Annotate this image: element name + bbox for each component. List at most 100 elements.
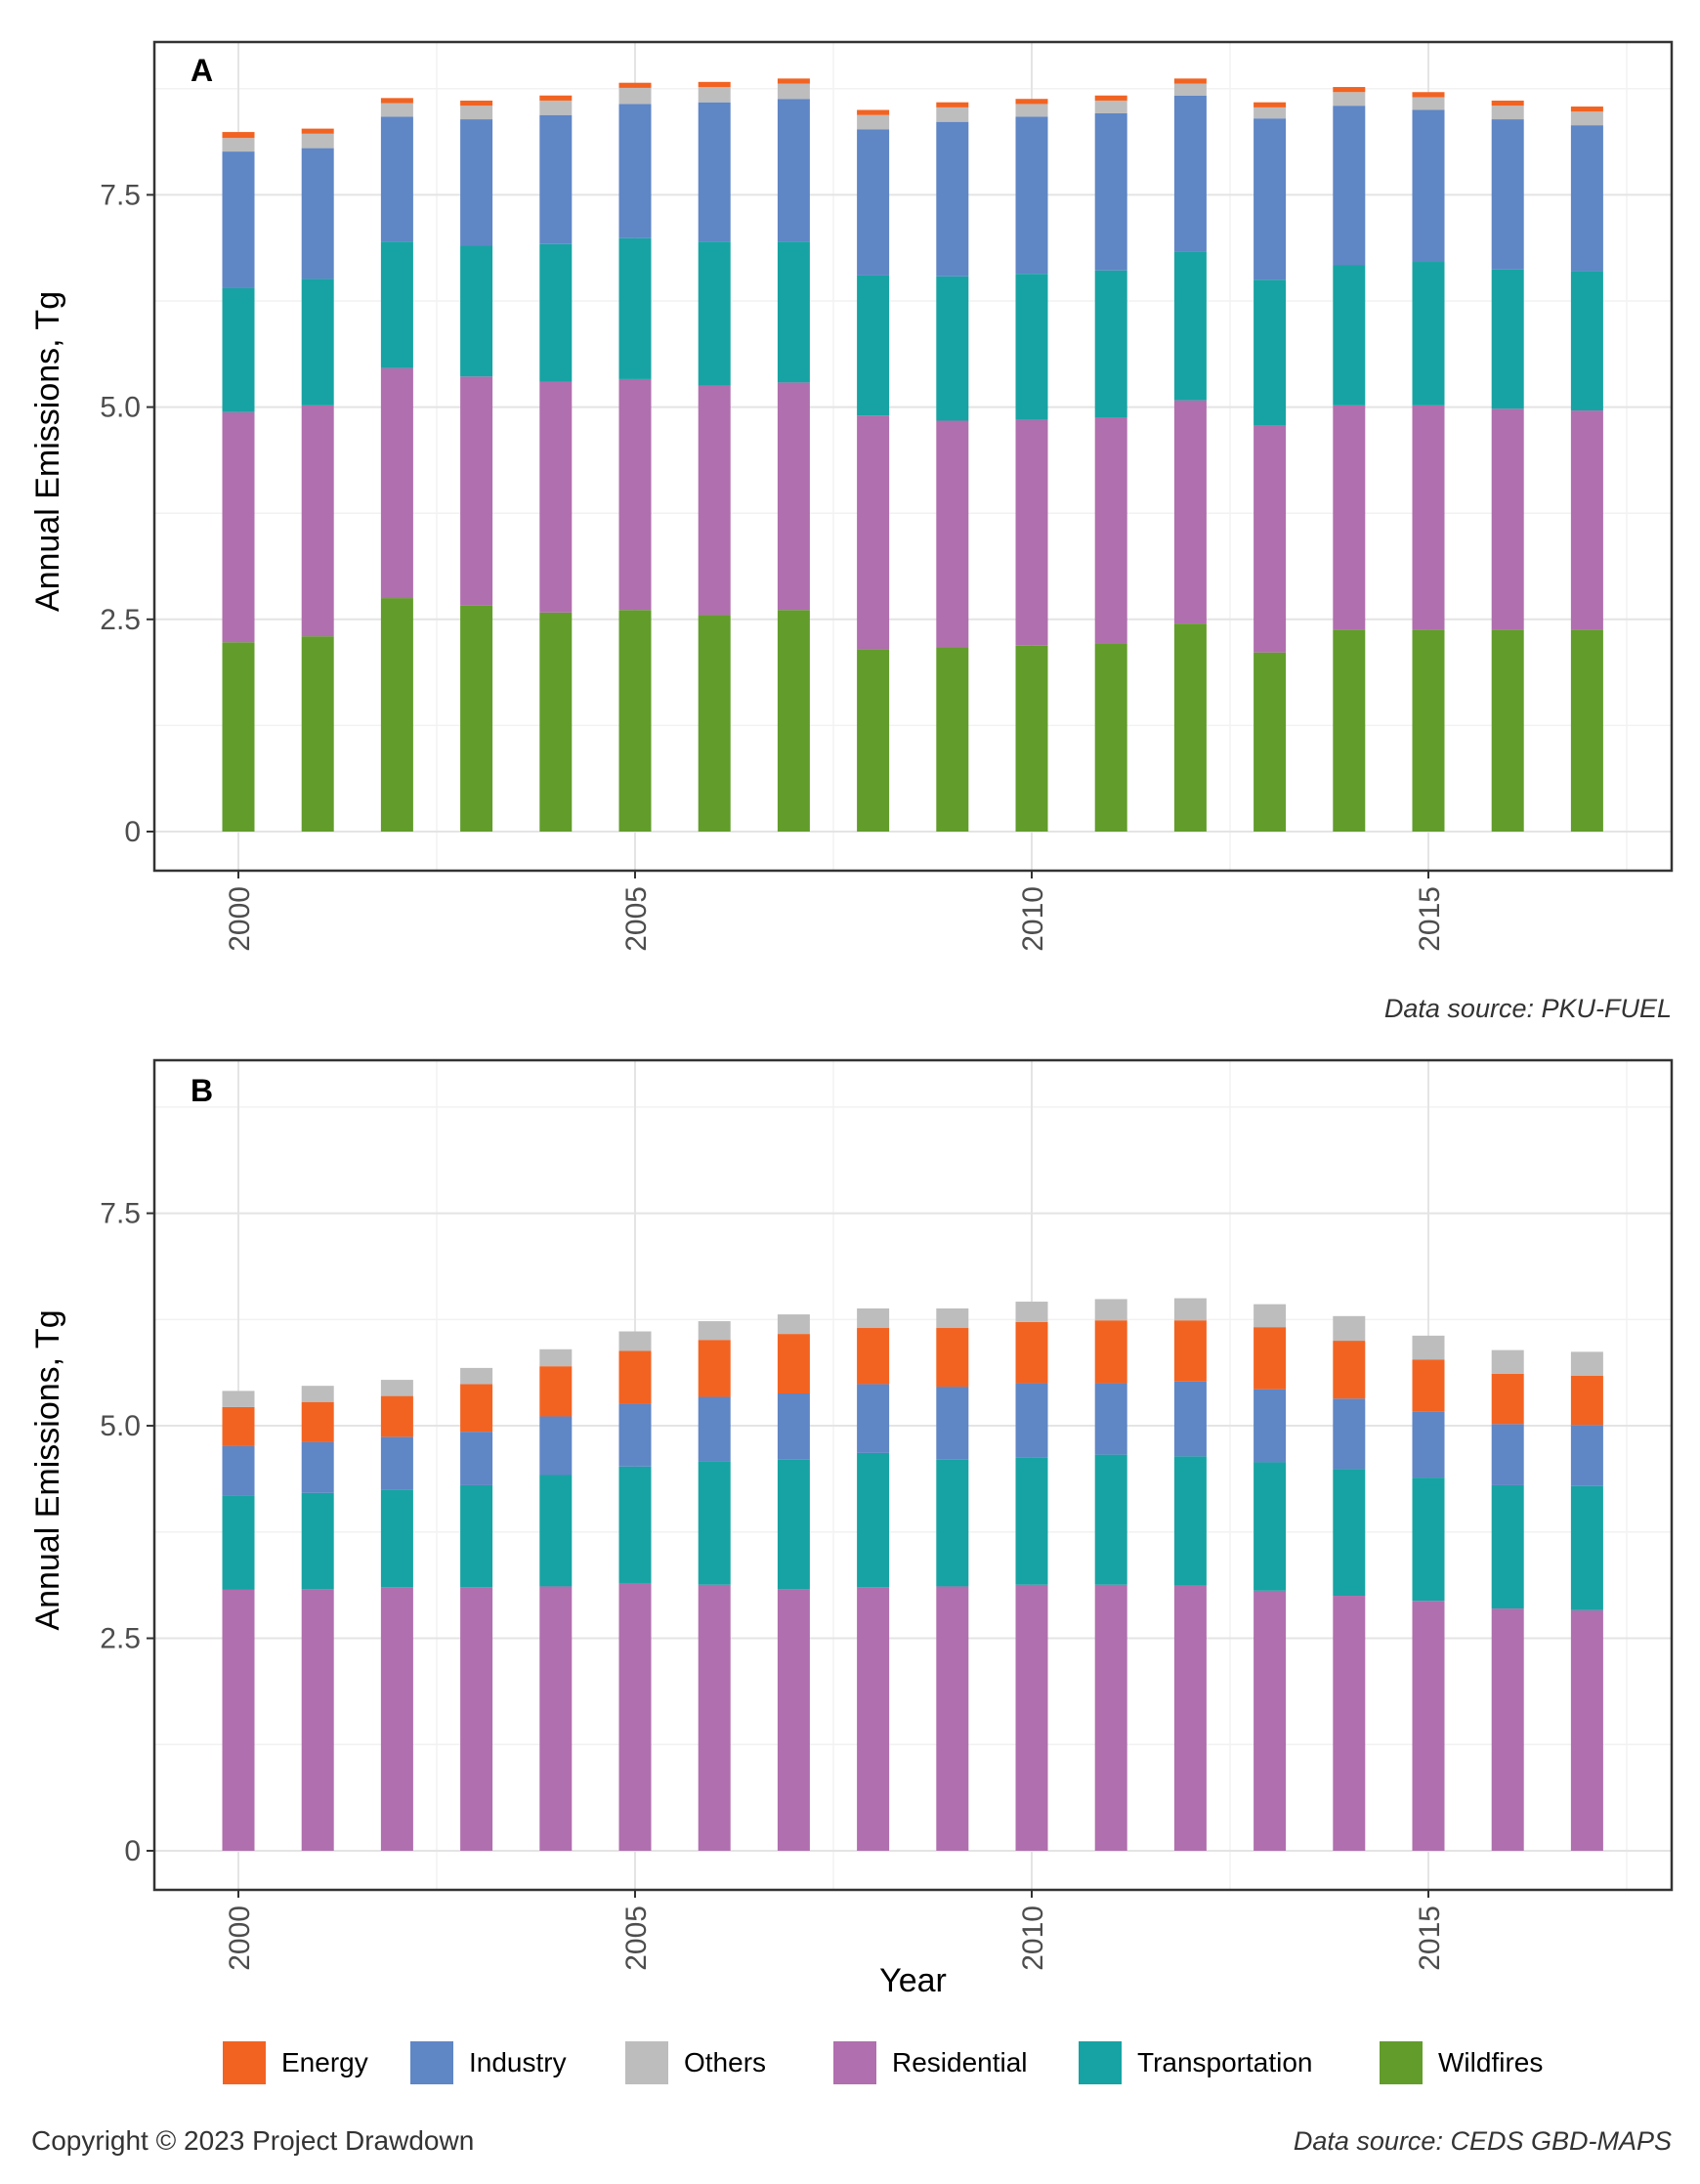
bar-segment-transportation-2007 bbox=[777, 241, 810, 383]
bar-segment-industry-2012 bbox=[1173, 1381, 1207, 1457]
bar-segment-energy-2006 bbox=[698, 81, 731, 88]
legend-label: Industry bbox=[469, 2047, 567, 2077]
bar-segment-others-2014 bbox=[1333, 1315, 1366, 1342]
bar-segment-residential-2012 bbox=[1173, 1585, 1207, 1851]
bar-segment-energy-2015 bbox=[1412, 92, 1445, 98]
bar-segment-energy-2017 bbox=[1570, 1375, 1603, 1426]
bar-segment-industry-2007 bbox=[777, 99, 810, 242]
bar-segment-others-2003 bbox=[460, 106, 493, 120]
bar-segment-residential-2012 bbox=[1173, 400, 1207, 624]
bar-segment-industry-2006 bbox=[698, 102, 731, 242]
y-tick-label: 7.5 bbox=[100, 1198, 141, 1230]
bar-segment-industry-2010 bbox=[1015, 116, 1048, 275]
bar-segment-transportation-2015 bbox=[1412, 1477, 1445, 1602]
legend-item-energy: Energy bbox=[223, 2041, 368, 2084]
bar-segment-residential-2011 bbox=[1094, 417, 1127, 644]
bar-segment-wildfires-2016 bbox=[1491, 629, 1524, 832]
x-tick-label: 2000 bbox=[224, 1906, 256, 1971]
bar-segment-residential-2008 bbox=[857, 1587, 890, 1851]
bar-segment-residential-2003 bbox=[460, 1587, 493, 1851]
bar-segment-industry-2016 bbox=[1491, 119, 1524, 270]
bars bbox=[222, 1298, 1603, 1851]
bar-segment-others-2001 bbox=[301, 1386, 334, 1402]
bar-segment-energy-2003 bbox=[460, 1384, 493, 1433]
y-tick-label: 0 bbox=[124, 1835, 141, 1867]
bar-segment-residential-2000 bbox=[222, 1589, 255, 1851]
bar-segment-residential-2009 bbox=[936, 420, 969, 648]
bar-segment-transportation-2017 bbox=[1570, 1485, 1603, 1610]
bar-segment-others-2008 bbox=[857, 114, 890, 130]
bar-segment-transportation-2012 bbox=[1173, 251, 1207, 401]
bar-segment-residential-2005 bbox=[618, 1582, 652, 1851]
bar-segment-energy-2000 bbox=[222, 132, 255, 139]
bar-segment-wildfires-2014 bbox=[1333, 629, 1366, 832]
bar-segment-transportation-2013 bbox=[1254, 1462, 1287, 1591]
bar-segment-others-2015 bbox=[1412, 1335, 1445, 1360]
bar-segment-transportation-2002 bbox=[380, 1489, 413, 1588]
bar-segment-transportation-2015 bbox=[1412, 262, 1445, 406]
bar-segment-wildfires-2002 bbox=[380, 598, 413, 832]
copyright: Copyright © 2023 Project Drawdown bbox=[31, 2125, 474, 2156]
bar-segment-residential-2007 bbox=[777, 382, 810, 611]
bar-segment-transportation-2000 bbox=[222, 1495, 255, 1590]
bar-segment-industry-2015 bbox=[1412, 1411, 1445, 1478]
bar-segment-industry-2008 bbox=[857, 129, 890, 276]
bar-segment-energy-2009 bbox=[936, 102, 969, 107]
bar-segment-energy-2009 bbox=[936, 1328, 969, 1388]
legend-label: Wildfires bbox=[1438, 2047, 1543, 2077]
bar-segment-residential-2010 bbox=[1015, 1584, 1048, 1851]
bar-segment-residential-2001 bbox=[301, 405, 334, 637]
bar-segment-industry-2017 bbox=[1570, 125, 1603, 272]
bar-segment-residential-2014 bbox=[1333, 1596, 1366, 1851]
bar-segment-others-2017 bbox=[1570, 111, 1603, 126]
bar-segment-residential-2000 bbox=[222, 411, 255, 643]
legend-label: Residential bbox=[892, 2047, 1028, 2077]
bar-segment-wildfires-2013 bbox=[1254, 652, 1287, 832]
data-source-note: Data source: PKU-FUEL bbox=[1384, 994, 1672, 1023]
bar-segment-industry-2001 bbox=[301, 148, 334, 279]
bar-segment-residential-2004 bbox=[539, 1586, 573, 1851]
x-tick-label: 2005 bbox=[620, 1906, 653, 1971]
bar-segment-others-2012 bbox=[1173, 83, 1207, 96]
bar-segment-transportation-2002 bbox=[380, 241, 413, 368]
bar-segment-industry-2013 bbox=[1254, 118, 1287, 280]
bar-segment-residential-2008 bbox=[857, 415, 890, 650]
bar-segment-others-2004 bbox=[539, 100, 573, 115]
bar-segment-energy-2011 bbox=[1094, 95, 1127, 101]
y-tick-label: 5.0 bbox=[100, 392, 141, 424]
bar-segment-residential-2017 bbox=[1570, 410, 1603, 630]
bar-segment-transportation-2005 bbox=[618, 237, 652, 379]
bar-segment-industry-2002 bbox=[380, 1436, 413, 1490]
bar-segment-industry-2009 bbox=[936, 121, 969, 277]
legend-item-industry: Industry bbox=[410, 2041, 567, 2084]
bar-segment-energy-2004 bbox=[539, 95, 573, 101]
y-tick-label: 7.5 bbox=[100, 179, 141, 211]
bar-segment-others-2016 bbox=[1491, 106, 1524, 120]
bar-segment-others-2006 bbox=[698, 87, 731, 103]
legend-swatch bbox=[1380, 2041, 1423, 2084]
bar-segment-energy-2005 bbox=[618, 82, 652, 88]
bar-segment-residential-2016 bbox=[1491, 408, 1524, 630]
bar-segment-transportation-2013 bbox=[1254, 279, 1287, 426]
legend-item-residential: Residential bbox=[833, 2041, 1028, 2084]
panel-tag: A bbox=[191, 53, 213, 88]
bar-segment-wildfires-2009 bbox=[936, 647, 969, 832]
bar-segment-industry-2012 bbox=[1173, 95, 1207, 252]
bar-segment-energy-2013 bbox=[1254, 102, 1287, 107]
bar-segment-transportation-2016 bbox=[1491, 1484, 1524, 1609]
legend-item-others: Others bbox=[625, 2041, 766, 2084]
x-axis-title: Year bbox=[879, 1962, 947, 1999]
bar-segment-industry-2016 bbox=[1491, 1424, 1524, 1485]
legend-swatch bbox=[625, 2041, 668, 2084]
bar-segment-residential-2004 bbox=[539, 381, 573, 613]
bar-segment-transportation-2001 bbox=[301, 1492, 334, 1590]
bar-segment-industry-2007 bbox=[777, 1392, 810, 1460]
legend-label: Transportation bbox=[1137, 2047, 1313, 2077]
bar-segment-wildfires-2012 bbox=[1173, 623, 1207, 832]
bar-segment-wildfires-2008 bbox=[857, 649, 890, 832]
bar-segment-industry-2013 bbox=[1254, 1389, 1287, 1463]
bar-segment-wildfires-2011 bbox=[1094, 643, 1127, 832]
bar-segment-energy-2010 bbox=[1015, 1321, 1048, 1384]
bar-segment-residential-2002 bbox=[380, 1587, 413, 1851]
